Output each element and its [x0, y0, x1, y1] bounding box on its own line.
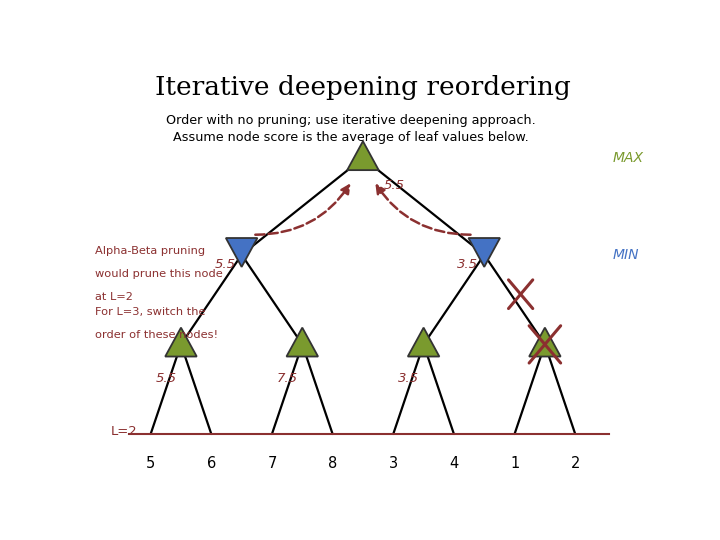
Text: MAX: MAX [613, 151, 644, 165]
Text: would prune this node: would prune this node [95, 269, 222, 279]
Polygon shape [469, 238, 500, 267]
Text: 8: 8 [328, 456, 337, 470]
Text: 5.5: 5.5 [384, 179, 405, 192]
Text: 3.5: 3.5 [457, 258, 478, 271]
Text: 5.5: 5.5 [156, 372, 176, 384]
Text: 5.5: 5.5 [215, 258, 235, 271]
Polygon shape [165, 328, 197, 356]
Text: Assume node score is the average of leaf values below.: Assume node score is the average of leaf… [173, 131, 528, 144]
Text: at L=2: at L=2 [95, 292, 132, 302]
Text: 3.5: 3.5 [398, 372, 419, 384]
Polygon shape [287, 328, 318, 356]
Text: MIN: MIN [613, 248, 639, 262]
Text: 5: 5 [146, 456, 156, 470]
Text: 6: 6 [207, 456, 216, 470]
Text: 4: 4 [449, 456, 459, 470]
Text: 3: 3 [389, 456, 398, 470]
Text: 7: 7 [267, 456, 276, 470]
Text: Iterative deepening reordering: Iterative deepening reordering [155, 75, 571, 100]
Polygon shape [529, 328, 561, 356]
Polygon shape [347, 141, 379, 170]
Text: order of these nodes!: order of these nodes! [95, 330, 218, 340]
Text: Order with no pruning; use iterative deepening approach.: Order with no pruning; use iterative dee… [166, 114, 536, 127]
Text: 2: 2 [570, 456, 580, 470]
Text: Alpha-Beta pruning: Alpha-Beta pruning [95, 246, 205, 256]
Text: 7.5: 7.5 [276, 372, 298, 384]
Text: 1: 1 [510, 456, 519, 470]
Text: For L=3, switch the: For L=3, switch the [95, 307, 205, 317]
Text: L=2: L=2 [111, 426, 138, 438]
Polygon shape [226, 238, 258, 267]
Polygon shape [408, 328, 439, 356]
